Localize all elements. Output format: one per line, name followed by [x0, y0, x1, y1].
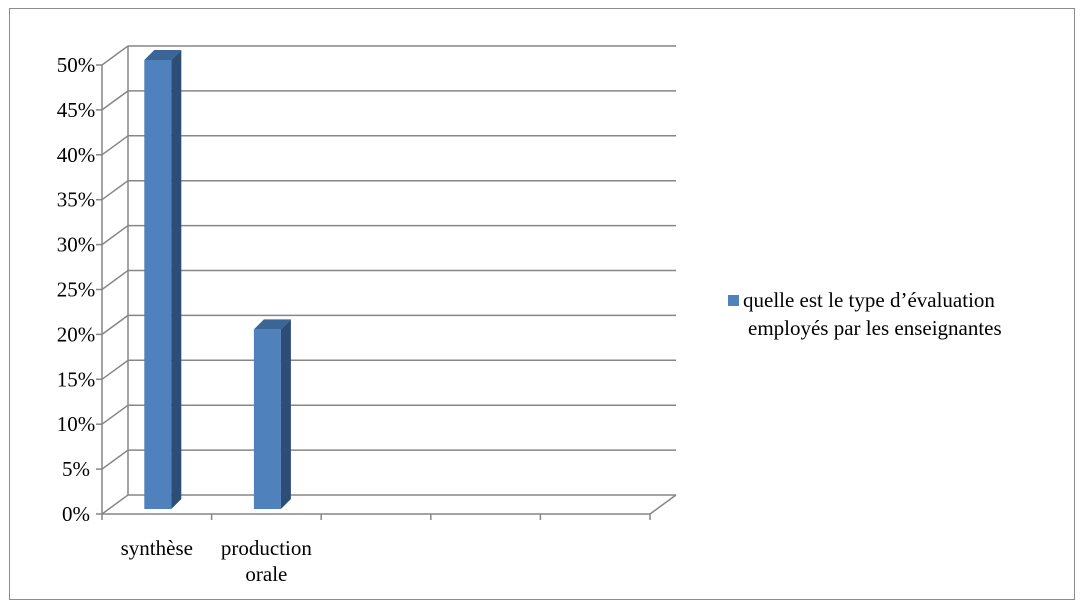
gridline-side	[101, 269, 129, 291]
bar-side	[280, 319, 291, 509]
bar-top	[253, 319, 291, 330]
gridline-side	[101, 359, 129, 380]
y-tick-label: 15%	[57, 367, 96, 391]
y-tick-label: 0%	[62, 502, 90, 526]
legend-label-line1: quelle est le type d’évaluation	[743, 288, 995, 312]
y-tick-label: 35%	[57, 188, 96, 212]
y-tick-label: 30%	[57, 233, 96, 257]
y-tick-label: 5%	[62, 457, 90, 481]
gridline-side	[101, 135, 129, 156]
gridline-side	[101, 45, 129, 66]
x-tick-label: synthèse	[121, 536, 193, 560]
x-tick-label: production	[221, 536, 312, 560]
gridline-side	[101, 224, 129, 246]
y-tick-label: 25%	[57, 278, 96, 302]
y-tick-label: 10%	[57, 412, 96, 436]
gridline-side	[101, 404, 129, 425]
bar	[253, 319, 291, 509]
y-tick-label: 50%	[57, 53, 96, 77]
bar-top	[144, 50, 182, 60]
gridline-side	[101, 180, 129, 201]
y-tick-label: 45%	[57, 98, 96, 122]
gridline-side	[101, 314, 129, 336]
gridlines	[101, 45, 676, 515]
bar-side	[171, 50, 182, 509]
legend-swatch	[728, 295, 739, 306]
floor-right-edge	[649, 494, 677, 515]
gridline-side	[101, 449, 129, 470]
y-tick-labels: 0% 5% 10% 15% 20% 25% 30% 35% 40% 45% 50%	[57, 53, 96, 526]
bars	[144, 50, 291, 509]
gridline-side	[101, 494, 129, 515]
legend-label-line2: employés par les enseignantes	[748, 316, 1002, 340]
bar-front	[253, 329, 281, 509]
gridline-side	[101, 90, 129, 111]
x-tick-label: orale	[245, 562, 287, 586]
bar	[144, 50, 182, 509]
y-tick-label: 40%	[57, 143, 96, 167]
bar-front	[144, 60, 172, 509]
legend: quelle est le type d’évaluation employés…	[728, 286, 1068, 342]
chart-frame	[9, 8, 1075, 600]
axes	[96, 46, 677, 520]
y-tick-label: 20%	[57, 322, 96, 346]
